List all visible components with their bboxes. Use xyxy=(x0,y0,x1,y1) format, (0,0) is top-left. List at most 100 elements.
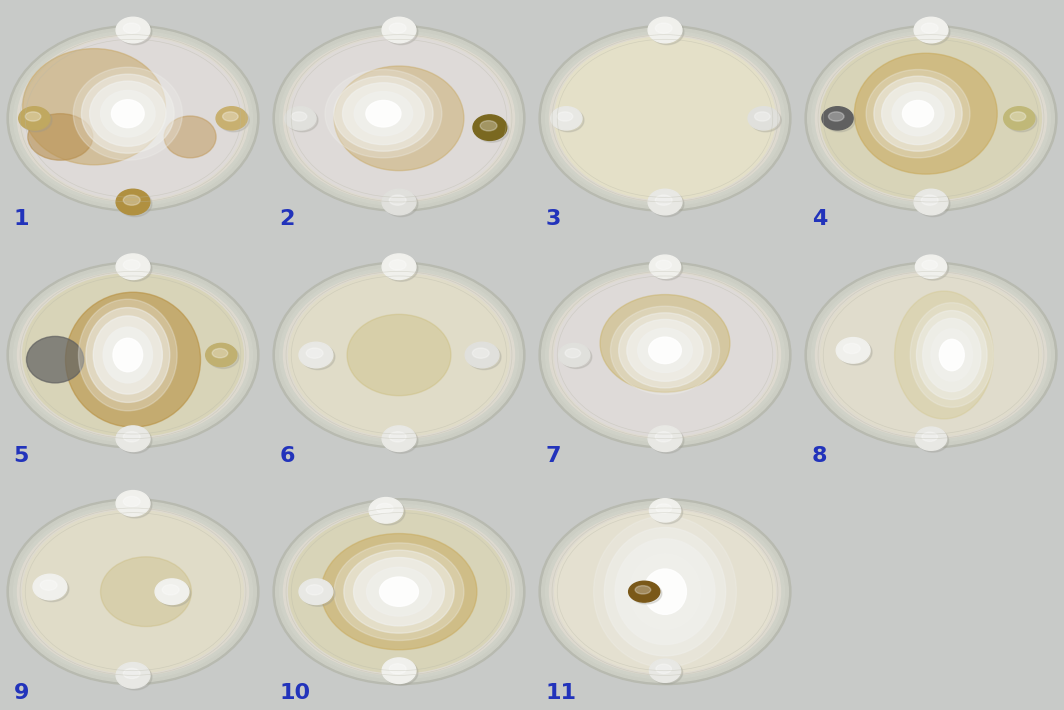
Ellipse shape xyxy=(546,268,784,442)
Ellipse shape xyxy=(116,491,150,516)
Ellipse shape xyxy=(892,92,944,136)
Ellipse shape xyxy=(650,191,684,217)
Ellipse shape xyxy=(805,262,1057,448)
Ellipse shape xyxy=(472,348,489,359)
Ellipse shape xyxy=(539,26,791,212)
Ellipse shape xyxy=(922,318,981,392)
Text: 3: 3 xyxy=(546,209,561,229)
Ellipse shape xyxy=(116,254,150,280)
Ellipse shape xyxy=(389,23,406,33)
Ellipse shape xyxy=(116,17,150,43)
Ellipse shape xyxy=(815,271,1047,439)
Ellipse shape xyxy=(273,262,525,448)
Ellipse shape xyxy=(7,262,259,448)
Ellipse shape xyxy=(844,344,861,354)
Ellipse shape xyxy=(334,66,464,170)
Ellipse shape xyxy=(820,273,1042,437)
Ellipse shape xyxy=(123,668,140,679)
Ellipse shape xyxy=(1005,109,1037,132)
Ellipse shape xyxy=(369,498,403,523)
Ellipse shape xyxy=(940,339,964,371)
Ellipse shape xyxy=(306,585,323,595)
Ellipse shape xyxy=(565,349,581,358)
Ellipse shape xyxy=(205,344,237,366)
Ellipse shape xyxy=(546,505,784,679)
Ellipse shape xyxy=(21,109,52,132)
Ellipse shape xyxy=(655,504,671,513)
Ellipse shape xyxy=(101,557,192,626)
Ellipse shape xyxy=(748,106,779,130)
Ellipse shape xyxy=(377,503,394,513)
Ellipse shape xyxy=(389,195,406,205)
Ellipse shape xyxy=(631,583,662,604)
Ellipse shape xyxy=(288,37,510,200)
Ellipse shape xyxy=(344,550,454,633)
Ellipse shape xyxy=(334,76,433,151)
Ellipse shape xyxy=(812,268,1050,442)
Ellipse shape xyxy=(384,427,418,453)
Ellipse shape xyxy=(1003,106,1035,130)
Ellipse shape xyxy=(280,268,518,442)
Ellipse shape xyxy=(882,83,954,145)
Ellipse shape xyxy=(283,35,515,202)
Ellipse shape xyxy=(542,264,788,446)
Ellipse shape xyxy=(276,501,522,682)
Text: 2: 2 xyxy=(280,209,295,229)
Ellipse shape xyxy=(594,516,736,667)
Ellipse shape xyxy=(218,109,249,132)
Ellipse shape xyxy=(273,498,525,684)
Ellipse shape xyxy=(629,554,701,630)
Ellipse shape xyxy=(539,498,791,684)
Ellipse shape xyxy=(655,260,671,270)
Ellipse shape xyxy=(17,508,249,675)
Ellipse shape xyxy=(648,426,682,452)
Ellipse shape xyxy=(549,35,781,202)
Ellipse shape xyxy=(910,302,994,408)
Ellipse shape xyxy=(116,190,150,215)
Ellipse shape xyxy=(539,262,791,448)
Text: 10: 10 xyxy=(280,682,311,703)
Ellipse shape xyxy=(380,577,418,606)
Ellipse shape xyxy=(40,580,57,590)
Ellipse shape xyxy=(283,508,515,675)
Ellipse shape xyxy=(824,109,855,132)
Ellipse shape xyxy=(611,306,719,395)
Ellipse shape xyxy=(86,307,170,403)
Ellipse shape xyxy=(916,19,950,45)
Ellipse shape xyxy=(14,31,252,205)
Text: 7: 7 xyxy=(546,446,561,466)
Text: 8: 8 xyxy=(812,446,827,466)
Ellipse shape xyxy=(212,349,228,358)
Ellipse shape xyxy=(916,310,987,400)
Ellipse shape xyxy=(116,426,150,452)
Ellipse shape xyxy=(649,337,681,364)
Ellipse shape xyxy=(627,320,703,381)
Ellipse shape xyxy=(164,116,216,158)
Ellipse shape xyxy=(561,345,592,368)
Ellipse shape xyxy=(299,579,333,604)
Ellipse shape xyxy=(836,337,870,363)
Ellipse shape xyxy=(285,106,316,130)
Ellipse shape xyxy=(26,112,40,121)
Ellipse shape xyxy=(551,106,582,130)
Ellipse shape xyxy=(615,539,715,645)
Ellipse shape xyxy=(123,496,140,507)
Ellipse shape xyxy=(1010,112,1026,121)
Ellipse shape xyxy=(22,48,166,165)
Ellipse shape xyxy=(66,293,200,427)
Text: 11: 11 xyxy=(546,682,577,703)
Ellipse shape xyxy=(113,338,143,372)
Ellipse shape xyxy=(382,254,416,280)
Ellipse shape xyxy=(73,67,182,160)
Ellipse shape xyxy=(280,505,518,679)
Ellipse shape xyxy=(815,35,1047,202)
Ellipse shape xyxy=(650,19,684,45)
Ellipse shape xyxy=(382,17,416,43)
Ellipse shape xyxy=(118,493,152,518)
Ellipse shape xyxy=(103,327,152,383)
Ellipse shape xyxy=(389,664,406,674)
Ellipse shape xyxy=(542,28,788,209)
Ellipse shape xyxy=(123,23,140,33)
Ellipse shape xyxy=(921,23,938,33)
Ellipse shape xyxy=(22,273,244,437)
